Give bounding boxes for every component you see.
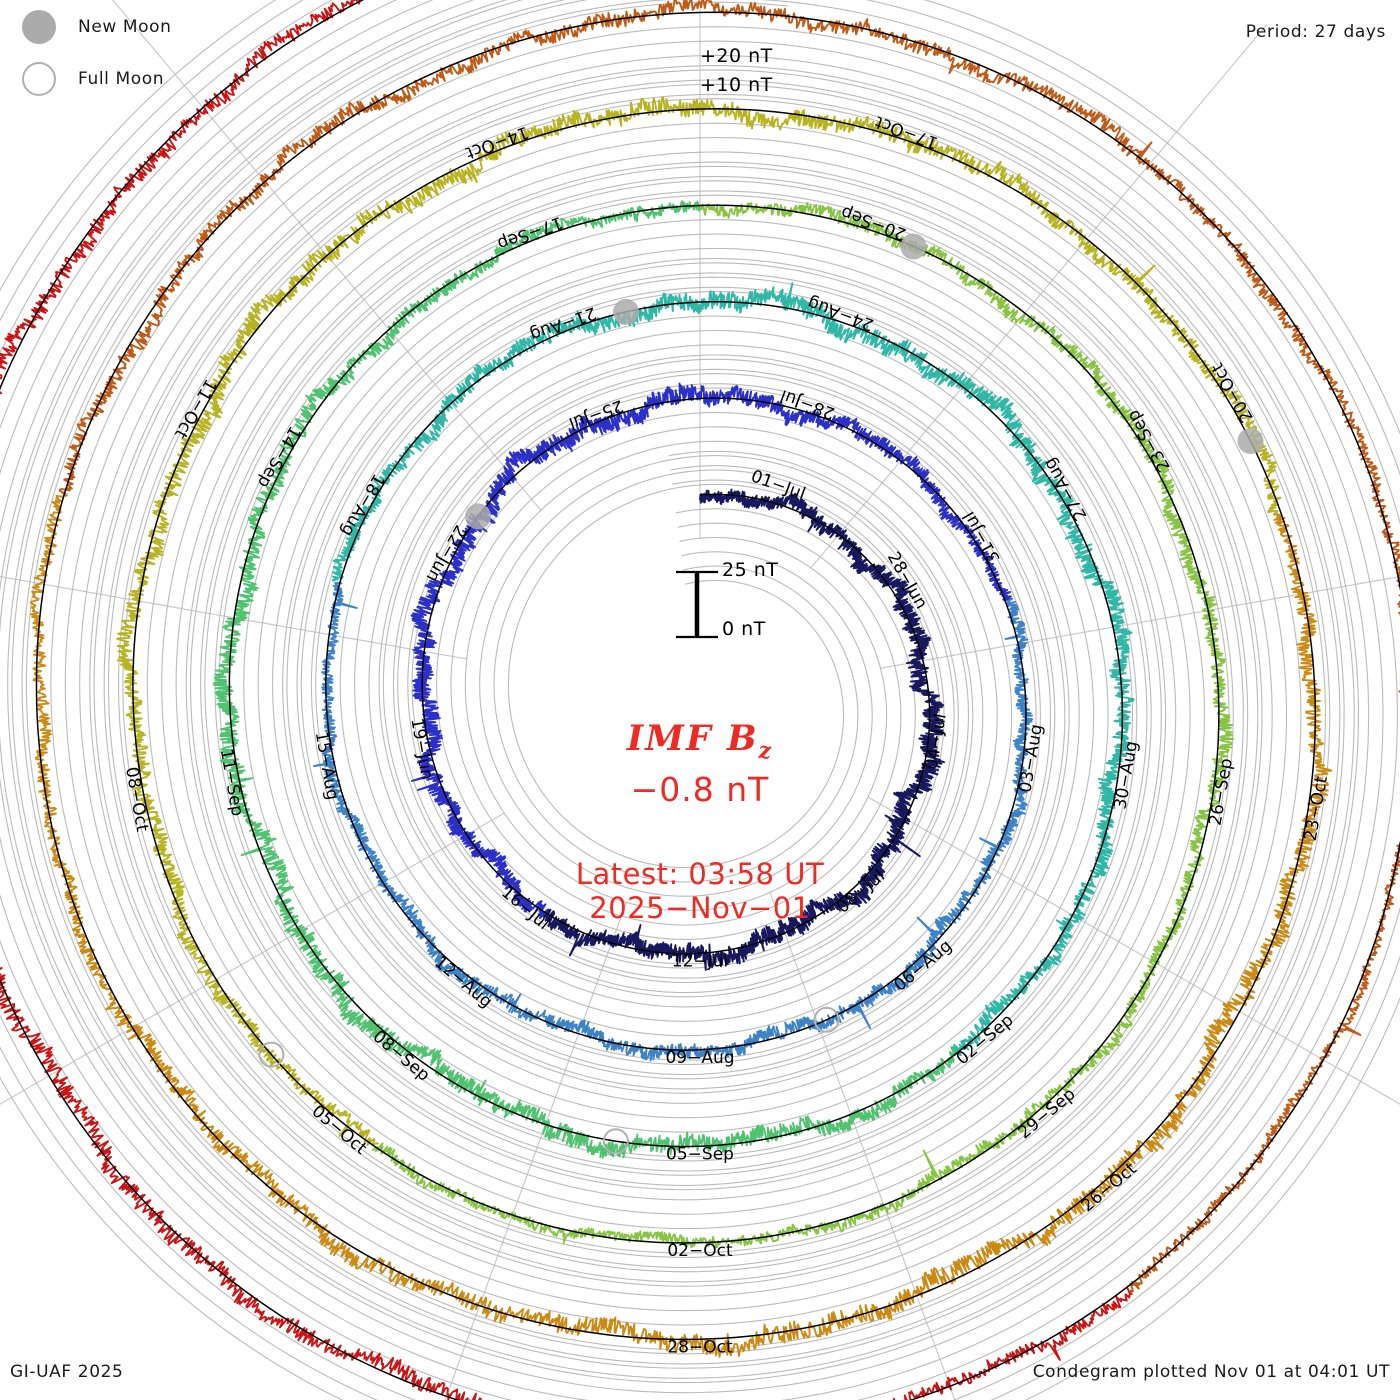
- scale-bar: 25 nT 0 nT: [672, 559, 872, 646]
- date-label: 20−Sep: [838, 202, 909, 244]
- scale-bar-top-label: 25 nT: [722, 559, 779, 581]
- full-moon-marker: [813, 1006, 840, 1033]
- date-label: 17−Oct: [872, 111, 940, 152]
- date-label: 26−Sep: [1206, 757, 1237, 827]
- date-label: 03−Aug: [1015, 723, 1047, 795]
- date-label: 08−Jul: [833, 866, 889, 918]
- date-label: 12−Jul: [672, 951, 728, 971]
- spiral-path: [58, 0, 1400, 1296]
- spiral-path: [542, 488, 946, 971]
- spiral-path: [0, 0, 1132, 1400]
- date-label: 20−Oct: [1208, 359, 1258, 426]
- radial-tick-20nt: +20 nT: [700, 45, 773, 67]
- spiral-path: [0, 812, 505, 1105]
- full-moon-icon: [22, 62, 56, 96]
- date-label: 04−Jul: [921, 712, 950, 771]
- spiral-path: [879, 576, 1400, 669]
- spiral-path: [867, 796, 1400, 1105]
- legend-new-moon-label: New Moon: [78, 17, 172, 37]
- full-moon-marker: [258, 1041, 285, 1068]
- date-label: 26−Oct: [1078, 1159, 1141, 1216]
- spiral-path: [111, 0, 542, 511]
- date-label: 28−Oct: [667, 1337, 733, 1357]
- scale-bar-glyph: [676, 570, 718, 639]
- period-label: Period: 27 days: [1245, 22, 1386, 42]
- date-label: 09−Aug: [665, 1048, 734, 1068]
- date-label: 16−Jul: [497, 883, 553, 935]
- moon-markers: [258, 233, 1264, 1155]
- legend-full-moon-label: Full Moon: [78, 69, 165, 89]
- spiral-path: [810, 24, 1267, 569]
- new-moon-marker: [613, 298, 639, 325]
- spiral-path: [212, 200, 959, 1159]
- new-moon-marker: [1237, 428, 1264, 454]
- plotted-label: Condegram plotted Nov 01 at 04:01 UT: [1032, 1362, 1390, 1382]
- credit-label: GI-UAF 2025: [10, 1362, 124, 1382]
- spiral-path: [312, 581, 1033, 1062]
- legend-full-moon: Full Moon: [22, 62, 164, 96]
- scale-bar-bottom-label: 0 nT: [722, 618, 766, 640]
- new-moon-marker: [465, 503, 492, 530]
- new-moon-marker: [900, 233, 927, 260]
- date-label: 02−Oct: [667, 1241, 733, 1261]
- spiral-path: [769, 891, 956, 1400]
- spiral-path: [29, 491, 1333, 1358]
- new-moon-icon: [22, 10, 56, 44]
- full-moon-marker: [602, 1128, 629, 1155]
- spiral-path: [444, 901, 627, 1400]
- legend-new-moon: New Moon: [22, 10, 172, 44]
- date-label: 05−Sep: [666, 1144, 734, 1164]
- date-label: 31−Jul: [959, 508, 1005, 567]
- spiral-path: [372, 201, 1235, 1249]
- spiral-path: [116, 96, 1282, 1147]
- spiral-path: [410, 382, 1013, 919]
- date-label: 23−Sep: [1123, 406, 1174, 475]
- date-label: 23−Oct: [1301, 774, 1332, 842]
- spiral-path: [0, 575, 468, 660]
- radial-tick-10nt: +10 nT: [700, 74, 773, 96]
